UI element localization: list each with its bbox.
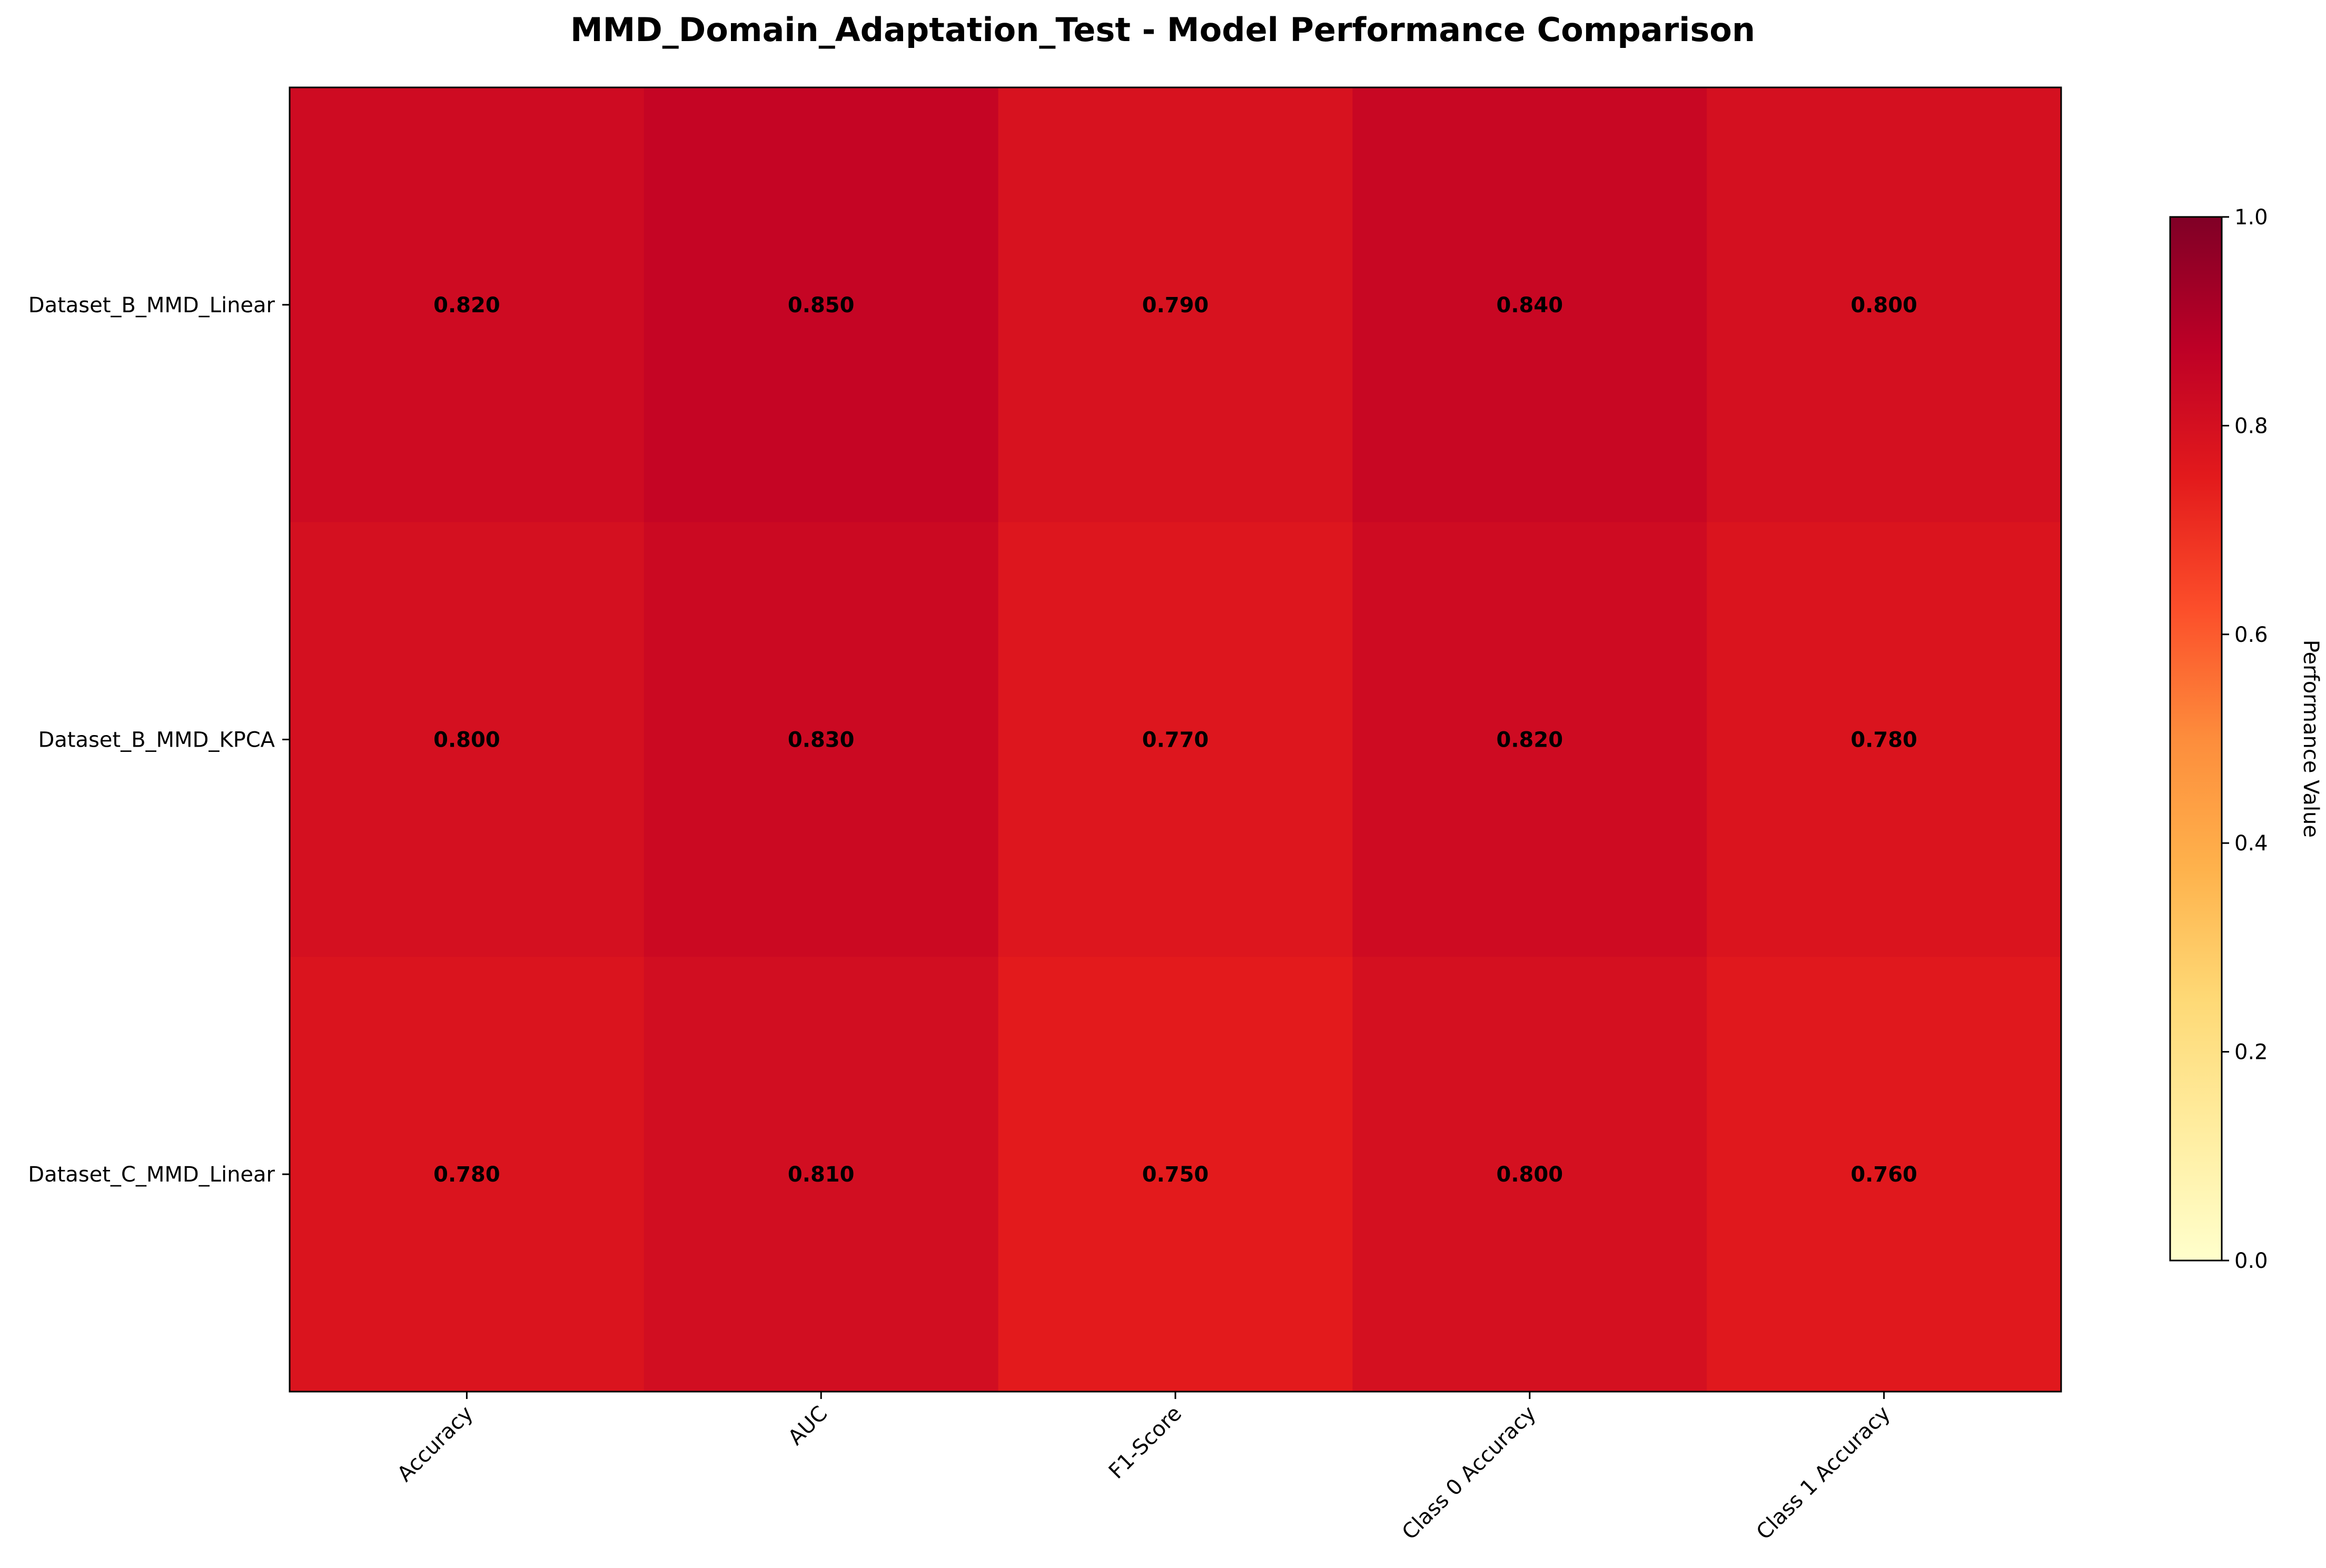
colorbar-tick-label: 0.4 bbox=[2234, 831, 2268, 856]
colorbar: 0.0 0.2 0.4 0.6 0.8 1.0 Performance Value bbox=[2169, 205, 2323, 1273]
heatmap-cell bbox=[998, 957, 1353, 1392]
cell-value-label: 0.820 bbox=[1497, 728, 1563, 752]
cell-value-label: 0.780 bbox=[433, 1163, 500, 1187]
cell-value-label: 0.810 bbox=[788, 1163, 855, 1187]
heatmap-grid: 0.820 0.850 0.790 0.840 0.800 0.800 0.830 0.770… bbox=[290, 87, 2062, 1392]
cell-value-label: 0.820 bbox=[433, 293, 500, 317]
cell-value-label: 0.750 bbox=[1142, 1163, 1209, 1187]
y-axis: Dataset_B_MMD_Linear Dataset_B_MMD_KPCA Da… bbox=[28, 293, 290, 1187]
heatmap-cell bbox=[644, 957, 999, 1392]
chart-title: MMD_Domain_Adaptation_Test - Model Perfo… bbox=[570, 11, 1755, 49]
cell-value-label: 0.800 bbox=[433, 728, 500, 752]
heatmap-cell bbox=[290, 87, 645, 523]
colorbar-tick-label: 1.0 bbox=[2234, 205, 2268, 230]
colorbar-tick-label: 0.8 bbox=[2234, 414, 2268, 438]
cell-value-label: 0.790 bbox=[1142, 293, 1209, 317]
x-tick-label: Class 1 Accuracy bbox=[1752, 1402, 1895, 1545]
x-tick-label: AUC bbox=[784, 1402, 832, 1450]
cell-value-label: 0.800 bbox=[1850, 293, 1917, 317]
cell-value-label: 0.780 bbox=[1850, 728, 1917, 752]
cell-value-label: 0.770 bbox=[1142, 728, 1209, 752]
y-tick-label: Dataset_C_MMD_Linear bbox=[28, 1163, 275, 1187]
heatmap-cell bbox=[1707, 957, 2062, 1392]
y-tick-label: Dataset_B_MMD_Linear bbox=[28, 293, 275, 317]
heatmap-cell bbox=[998, 87, 1353, 523]
x-tick-label: Accuracy bbox=[393, 1402, 478, 1487]
cell-value-label: 0.850 bbox=[788, 293, 855, 317]
cell-value-label: 0.830 bbox=[788, 728, 855, 752]
heatmap-cell bbox=[1352, 87, 1707, 523]
heatmap-cell bbox=[998, 522, 1353, 957]
cell-value-label: 0.840 bbox=[1497, 293, 1563, 317]
heatmap-cell bbox=[1352, 522, 1707, 957]
colorbar-label: Performance Value bbox=[2299, 640, 2323, 838]
heatmap-cell bbox=[644, 522, 999, 957]
cell-value-label: 0.800 bbox=[1497, 1163, 1563, 1187]
heatmap-cell bbox=[1707, 87, 2062, 523]
colorbar-tick-label: 0.6 bbox=[2234, 623, 2268, 647]
x-axis: Accuracy AUC F1-Score Class 0 Accuracy Class… bbox=[393, 1392, 1895, 1545]
heatmap-cell bbox=[290, 957, 645, 1392]
heatmap-cell bbox=[1707, 522, 2062, 957]
cell-value-label: 0.760 bbox=[1850, 1163, 1917, 1187]
y-tick-label: Dataset_B_MMD_KPCA bbox=[38, 728, 275, 752]
x-tick-label: Class 0 Accuracy bbox=[1398, 1402, 1541, 1545]
x-tick-label: F1-Score bbox=[1104, 1402, 1186, 1484]
heatmap-cell bbox=[644, 87, 999, 523]
colorbar-ticks: 0.0 0.2 0.4 0.6 0.8 1.0 bbox=[2222, 205, 2268, 1273]
colorbar-gradient bbox=[2169, 216, 2223, 1262]
heatmap-cell bbox=[290, 522, 645, 957]
colorbar-tick-label: 0.2 bbox=[2234, 1040, 2268, 1065]
colorbar-tick-label: 0.0 bbox=[2234, 1249, 2268, 1273]
heatmap-cell bbox=[1352, 957, 1707, 1392]
